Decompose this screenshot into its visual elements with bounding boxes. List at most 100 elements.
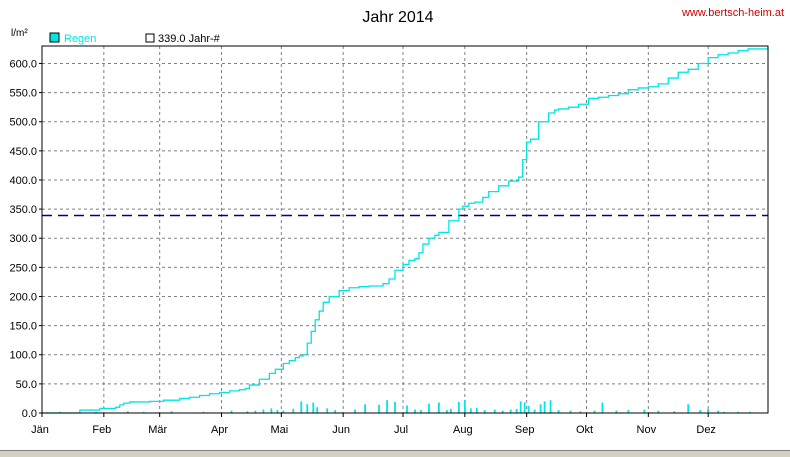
- daily-rain-bar: [254, 410, 257, 413]
- daily-rain-bar: [386, 400, 388, 413]
- daily-rain-bar: [643, 409, 646, 413]
- y-tick-label: 600.0: [9, 58, 37, 70]
- daily-rain-bar: [457, 401, 460, 413]
- daily-rain-bar: [749, 411, 751, 413]
- daily-rain-bar: [306, 404, 309, 413]
- daily-rain-bar: [378, 404, 380, 413]
- cumulative-rain-line: [42, 47, 769, 414]
- y-tick-label: 50.0: [16, 379, 37, 391]
- daily-rain-bar: [509, 409, 512, 413]
- daily-rain-bar: [527, 406, 530, 413]
- daily-rain-bar: [523, 402, 526, 413]
- daily-rain-bar: [723, 411, 726, 413]
- daily-rain-bar: [549, 400, 552, 413]
- daily-rain-bar: [170, 411, 173, 413]
- legend-swatch-average: [145, 33, 155, 43]
- daily-rain-bar: [445, 410, 448, 413]
- daily-rain-bar: [300, 401, 303, 413]
- daily-rain-bar: [326, 408, 329, 413]
- y-tick-label: 250.0: [9, 262, 37, 274]
- daily-rain-bar: [557, 410, 560, 413]
- daily-rain-bar: [579, 411, 582, 413]
- daily-rain-bar: [428, 403, 430, 413]
- y-tick-label: 200.0: [9, 291, 37, 303]
- daily-rain-bar: [601, 402, 604, 413]
- x-tick-label-sep: Sep: [515, 424, 535, 436]
- daily-rain-bar: [717, 410, 720, 413]
- daily-rain-bar: [475, 407, 478, 413]
- daily-rain-bar: [483, 410, 486, 413]
- daily-rain-bar: [469, 408, 472, 413]
- daily-rain-bar: [316, 407, 319, 413]
- daily-rain-bar: [493, 409, 496, 413]
- daily-rain-bar: [543, 401, 546, 413]
- daily-rain-bar: [292, 408, 295, 413]
- x-tick-label-nov: Nov: [637, 424, 657, 436]
- legend-label-regen: Regen: [64, 33, 96, 45]
- x-tick-label-aug: Aug: [453, 424, 473, 436]
- y-tick-label: 350.0: [9, 204, 37, 216]
- y-tick-label: 550.0: [9, 88, 37, 100]
- y-tick-label: 150.0: [9, 321, 37, 333]
- daily-rain-bar: [142, 411, 145, 413]
- daily-rain-bar: [515, 408, 518, 413]
- x-tick-label-okt: Okt: [576, 424, 593, 436]
- daily-rain-bar: [202, 411, 205, 413]
- y-unit-label: l/m²: [11, 28, 28, 39]
- daily-rain-bar: [246, 411, 249, 413]
- x-tick-label-jun: Jun: [332, 424, 350, 436]
- daily-rain-bar: [312, 402, 315, 413]
- daily-rain-bar: [270, 408, 273, 413]
- daily-rain-bar: [230, 410, 233, 413]
- site-link[interactable]: www.bertsch-heim.at: [681, 7, 784, 19]
- y-tick-label: 400.0: [9, 175, 37, 187]
- x-tick-label-jän: Jän: [31, 424, 49, 436]
- daily-rain-bar: [501, 410, 504, 413]
- x-tick-label-feb: Feb: [92, 424, 111, 436]
- chart-title: Jahr 2014: [362, 9, 433, 26]
- daily-rain-bar: [539, 404, 542, 413]
- x-tick-label-apr: Apr: [211, 424, 228, 436]
- x-tick-label-dez: Dez: [696, 424, 716, 436]
- daily-rain-bar: [519, 401, 522, 413]
- daily-rain-bar: [94, 411, 97, 413]
- y-tick-label: 0.0: [22, 408, 37, 420]
- daily-rain-bar: [673, 411, 676, 413]
- daily-rain-bar: [569, 410, 572, 413]
- y-tick-label: 100.0: [9, 350, 37, 362]
- legend-swatch-regen: [49, 32, 60, 43]
- daily-rain-bar: [354, 409, 357, 413]
- daily-rain-bar: [533, 409, 536, 413]
- x-tick-label-mai: Mai: [270, 424, 288, 436]
- daily-rain-bar: [364, 404, 367, 413]
- grid: [42, 46, 768, 413]
- y-tick-label: 450.0: [9, 146, 37, 158]
- daily-rain-bar: [334, 410, 337, 413]
- daily-rain-bar: [593, 410, 596, 413]
- daily-rain-bar: [438, 402, 440, 413]
- plot-area: [42, 46, 768, 413]
- legend-label-average: 339.0 Jahr-#: [158, 33, 221, 45]
- status-strip: [0, 450, 790, 457]
- daily-rain-bar: [463, 400, 466, 413]
- daily-rain-bar: [276, 410, 279, 413]
- daily-rain-bar: [394, 401, 396, 413]
- daily-rain-bar: [657, 410, 660, 413]
- daily-rain-bar: [737, 411, 739, 413]
- daily-rain-bar: [615, 410, 618, 413]
- daily-rain-bar: [420, 410, 422, 413]
- x-tick-label-jul: Jul: [394, 424, 408, 436]
- daily-rain-bar: [707, 408, 710, 413]
- x-tick-label-mär: Mär: [148, 424, 167, 436]
- daily-rain-bar: [282, 410, 285, 413]
- y-tick-label: 300.0: [9, 233, 37, 245]
- daily-rain-bar: [406, 405, 408, 413]
- plot-frame: [41, 45, 769, 414]
- y-axis: 0.0 50.0 100.0 150.0 200.0 250.0 300.0 350.0 400…: [9, 58, 42, 420]
- legend: Regen 339.0 Jahr-#: [49, 32, 221, 45]
- daily-rain-bar: [687, 404, 690, 413]
- daily-rain-bar: [126, 411, 129, 413]
- daily-rain-bar: [414, 409, 416, 413]
- daily-rain-bar: [449, 408, 452, 413]
